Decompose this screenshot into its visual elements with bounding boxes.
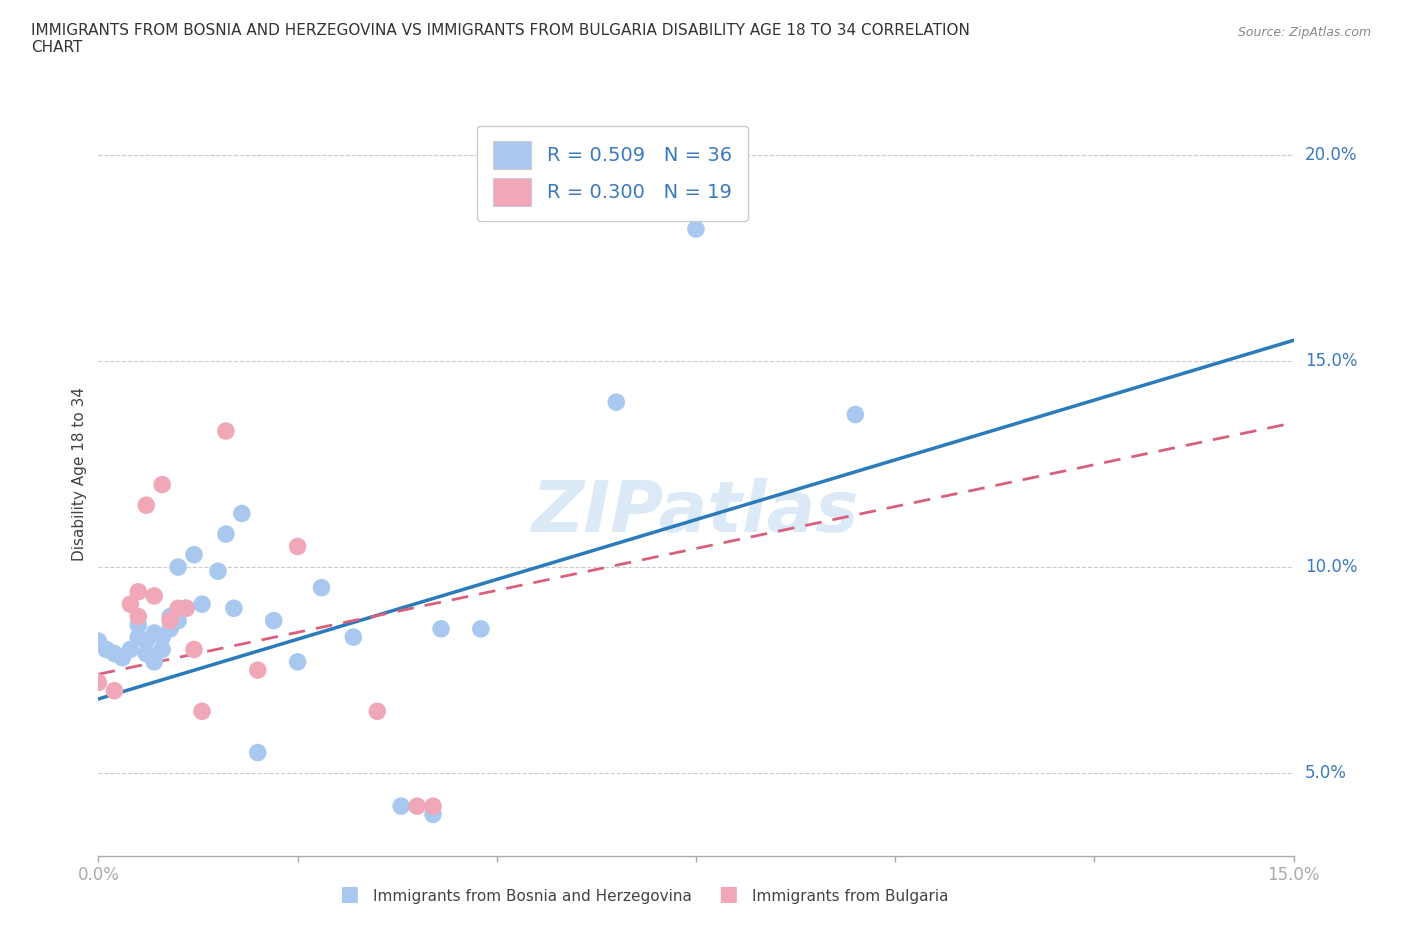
Point xyxy=(246,745,269,760)
Point xyxy=(159,613,181,628)
Point xyxy=(246,663,269,678)
Text: CHART: CHART xyxy=(31,40,83,55)
Text: 10.0%: 10.0% xyxy=(1305,558,1357,576)
Point xyxy=(605,394,627,409)
Point xyxy=(87,634,110,649)
Point xyxy=(263,613,285,628)
Point xyxy=(159,621,181,636)
Text: Immigrants from Bosnia and Herzegovina: Immigrants from Bosnia and Herzegovina xyxy=(373,889,692,904)
Point xyxy=(191,597,214,612)
Point xyxy=(127,618,149,632)
Point xyxy=(844,407,866,422)
Point xyxy=(207,564,229,578)
Point xyxy=(111,650,134,665)
Point xyxy=(103,646,125,661)
Point xyxy=(215,423,238,438)
Point xyxy=(103,684,125,698)
Point xyxy=(287,539,309,554)
Point xyxy=(87,675,110,690)
Point xyxy=(406,799,429,814)
Point xyxy=(150,630,173,644)
Point xyxy=(430,621,453,636)
Text: ■: ■ xyxy=(718,884,738,904)
Point xyxy=(215,526,238,541)
Point xyxy=(167,601,190,616)
Point xyxy=(231,506,253,521)
Point xyxy=(311,580,333,595)
Point xyxy=(287,655,309,670)
Point xyxy=(159,609,181,624)
Point xyxy=(127,584,149,599)
Point xyxy=(143,626,166,641)
Point xyxy=(342,630,364,644)
Point xyxy=(174,601,197,616)
Point xyxy=(127,609,149,624)
Point xyxy=(167,613,190,628)
Point xyxy=(150,642,173,657)
Text: ■: ■ xyxy=(339,884,359,904)
Text: ZIPatlas: ZIPatlas xyxy=(533,478,859,547)
Point xyxy=(143,589,166,604)
Point xyxy=(150,477,173,492)
Point xyxy=(120,597,142,612)
Point xyxy=(167,560,190,575)
Point xyxy=(191,704,214,719)
Text: 5.0%: 5.0% xyxy=(1305,764,1347,782)
Point xyxy=(135,646,157,661)
Point xyxy=(183,642,205,657)
Text: 20.0%: 20.0% xyxy=(1305,146,1357,164)
Text: Source: ZipAtlas.com: Source: ZipAtlas.com xyxy=(1237,26,1371,39)
Point xyxy=(127,630,149,644)
Point xyxy=(135,634,157,649)
Point xyxy=(143,655,166,670)
Point xyxy=(470,621,492,636)
Point xyxy=(685,221,707,236)
Point xyxy=(222,601,245,616)
Text: 15.0%: 15.0% xyxy=(1305,352,1357,370)
Text: IMMIGRANTS FROM BOSNIA AND HERZEGOVINA VS IMMIGRANTS FROM BULGARIA DISABILITY AG: IMMIGRANTS FROM BOSNIA AND HERZEGOVINA V… xyxy=(31,23,970,38)
Y-axis label: Disability Age 18 to 34: Disability Age 18 to 34 xyxy=(72,387,87,562)
Point xyxy=(96,642,118,657)
Point xyxy=(183,547,205,562)
Point xyxy=(422,799,444,814)
Point xyxy=(422,807,444,822)
Point xyxy=(135,498,157,512)
Text: Immigrants from Bulgaria: Immigrants from Bulgaria xyxy=(752,889,949,904)
Point xyxy=(366,704,388,719)
Legend: R = 0.509   N = 36, R = 0.300   N = 19: R = 0.509 N = 36, R = 0.300 N = 19 xyxy=(477,126,748,221)
Point xyxy=(174,601,197,616)
Point xyxy=(120,642,142,657)
Point xyxy=(389,799,412,814)
